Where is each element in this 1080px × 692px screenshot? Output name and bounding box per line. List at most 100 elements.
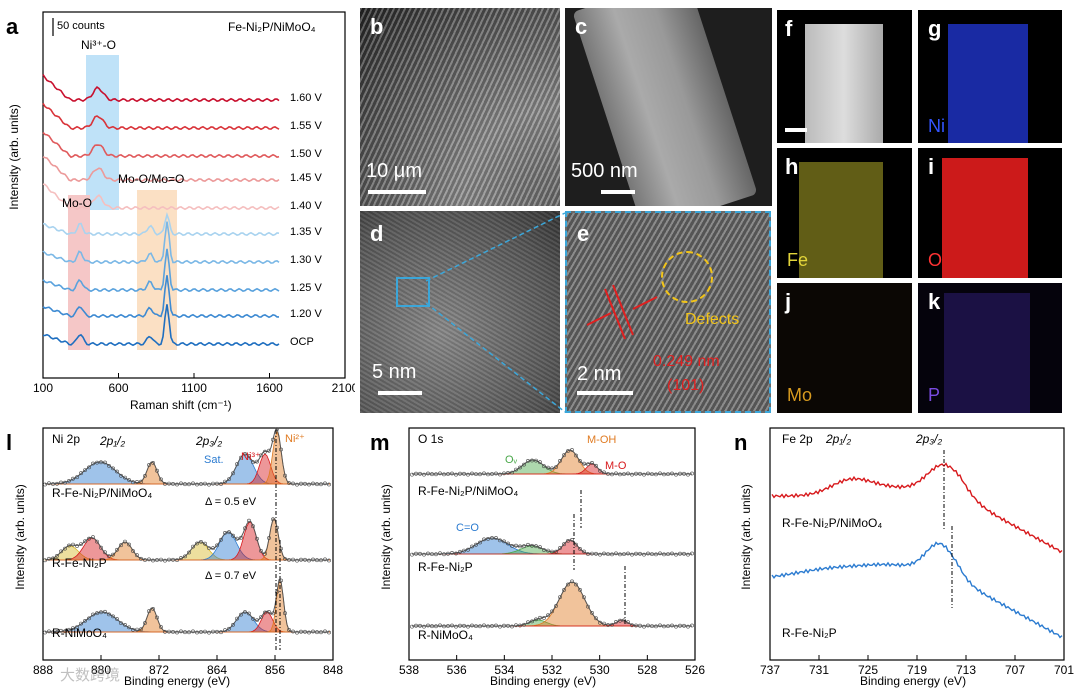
data-point — [119, 543, 123, 548]
x-axis-label: Binding energy (eV) — [860, 674, 967, 688]
data-point — [275, 427, 279, 432]
data-point — [458, 549, 462, 554]
data-point — [283, 473, 287, 478]
data-point — [474, 542, 478, 547]
data-point — [426, 471, 430, 476]
data-point — [686, 552, 690, 557]
data-point — [143, 474, 147, 478]
data-point — [534, 617, 538, 622]
data-point — [303, 481, 307, 486]
data-point — [179, 481, 183, 486]
data-point — [430, 624, 434, 629]
data-point — [51, 482, 55, 486]
data-point — [219, 630, 223, 635]
data-point — [251, 616, 255, 621]
data-point — [179, 629, 183, 634]
data-point — [550, 466, 554, 471]
data-point — [530, 619, 534, 624]
data-point — [598, 468, 602, 473]
data-point — [215, 629, 219, 634]
envelope-line — [412, 537, 692, 555]
data-point — [562, 453, 566, 458]
data-point — [83, 618, 87, 623]
data-point — [502, 539, 506, 544]
mo: M-O — [605, 460, 627, 472]
data-point — [303, 557, 307, 562]
data-point — [474, 624, 478, 629]
ni2p-chart: 888 880 872 864 856 848 — [33, 427, 343, 677]
data-point — [682, 551, 686, 556]
data-point — [127, 542, 131, 547]
data-point — [626, 551, 630, 556]
raman-spectrum-line — [42, 74, 280, 103]
data-point — [147, 463, 151, 467]
data-point — [47, 629, 51, 634]
element-label: Ni — [928, 116, 945, 136]
data-point — [422, 624, 426, 629]
data-point — [163, 482, 167, 486]
data-point — [247, 454, 251, 459]
data-point — [674, 624, 678, 629]
data-point — [634, 471, 638, 476]
data-point — [570, 538, 574, 542]
data-point — [606, 472, 610, 476]
data-point — [674, 472, 678, 477]
data-point — [203, 629, 207, 634]
data-point — [115, 469, 119, 474]
data-point — [143, 621, 147, 625]
data-point — [642, 624, 646, 629]
data-point — [171, 557, 175, 562]
panel-label: j — [785, 289, 792, 314]
data-point — [546, 465, 550, 470]
x-axis-label: Raman shift (cm⁻¹) — [130, 398, 232, 412]
data-point — [47, 556, 51, 561]
data-point — [327, 558, 331, 563]
eds-i: i O — [918, 148, 1062, 278]
data-point — [450, 550, 454, 555]
element-label: P — [928, 385, 941, 405]
data-point — [103, 460, 107, 465]
data-point — [279, 578, 283, 583]
data-point — [538, 545, 542, 550]
data-point — [63, 629, 67, 634]
data-point — [446, 472, 450, 476]
data-point — [311, 629, 315, 634]
data-point — [83, 468, 87, 473]
data-point — [662, 624, 666, 629]
data-point — [171, 482, 175, 486]
data-point — [538, 460, 542, 465]
data-point — [494, 536, 498, 540]
data-point — [426, 551, 430, 556]
data-point — [566, 582, 570, 587]
data-point — [111, 552, 115, 557]
data-point — [295, 630, 299, 635]
data-point — [191, 629, 195, 634]
p12: 2p₁/₂ — [100, 434, 126, 448]
data-point — [211, 546, 215, 551]
raman-spectrum-line — [42, 304, 280, 347]
data-point — [187, 550, 191, 555]
data-point — [442, 552, 446, 557]
data-point — [235, 536, 239, 541]
data-point — [259, 548, 263, 553]
data-point — [267, 536, 271, 540]
potential-label: 1.35 V — [290, 226, 322, 238]
fit-peak — [412, 449, 692, 475]
data-point — [418, 623, 422, 628]
scale-text: 500 nm — [571, 160, 638, 182]
data-point — [418, 471, 422, 476]
data-point — [131, 549, 135, 553]
raman-spectrum-line — [42, 102, 280, 131]
data-point — [91, 612, 95, 617]
potential-label: 1.30 V — [290, 254, 322, 266]
data-point — [678, 471, 682, 476]
x-axis-label: Binding energy (eV) — [124, 674, 231, 688]
watermark: 大数跨境 — [60, 667, 121, 684]
data-point — [187, 482, 191, 487]
data-point — [95, 539, 99, 544]
data-point — [151, 558, 155, 563]
data-point — [231, 622, 235, 627]
data-point — [470, 623, 474, 628]
moh: M-OH — [587, 434, 617, 446]
p12: 2p₁/₂ — [826, 432, 852, 446]
